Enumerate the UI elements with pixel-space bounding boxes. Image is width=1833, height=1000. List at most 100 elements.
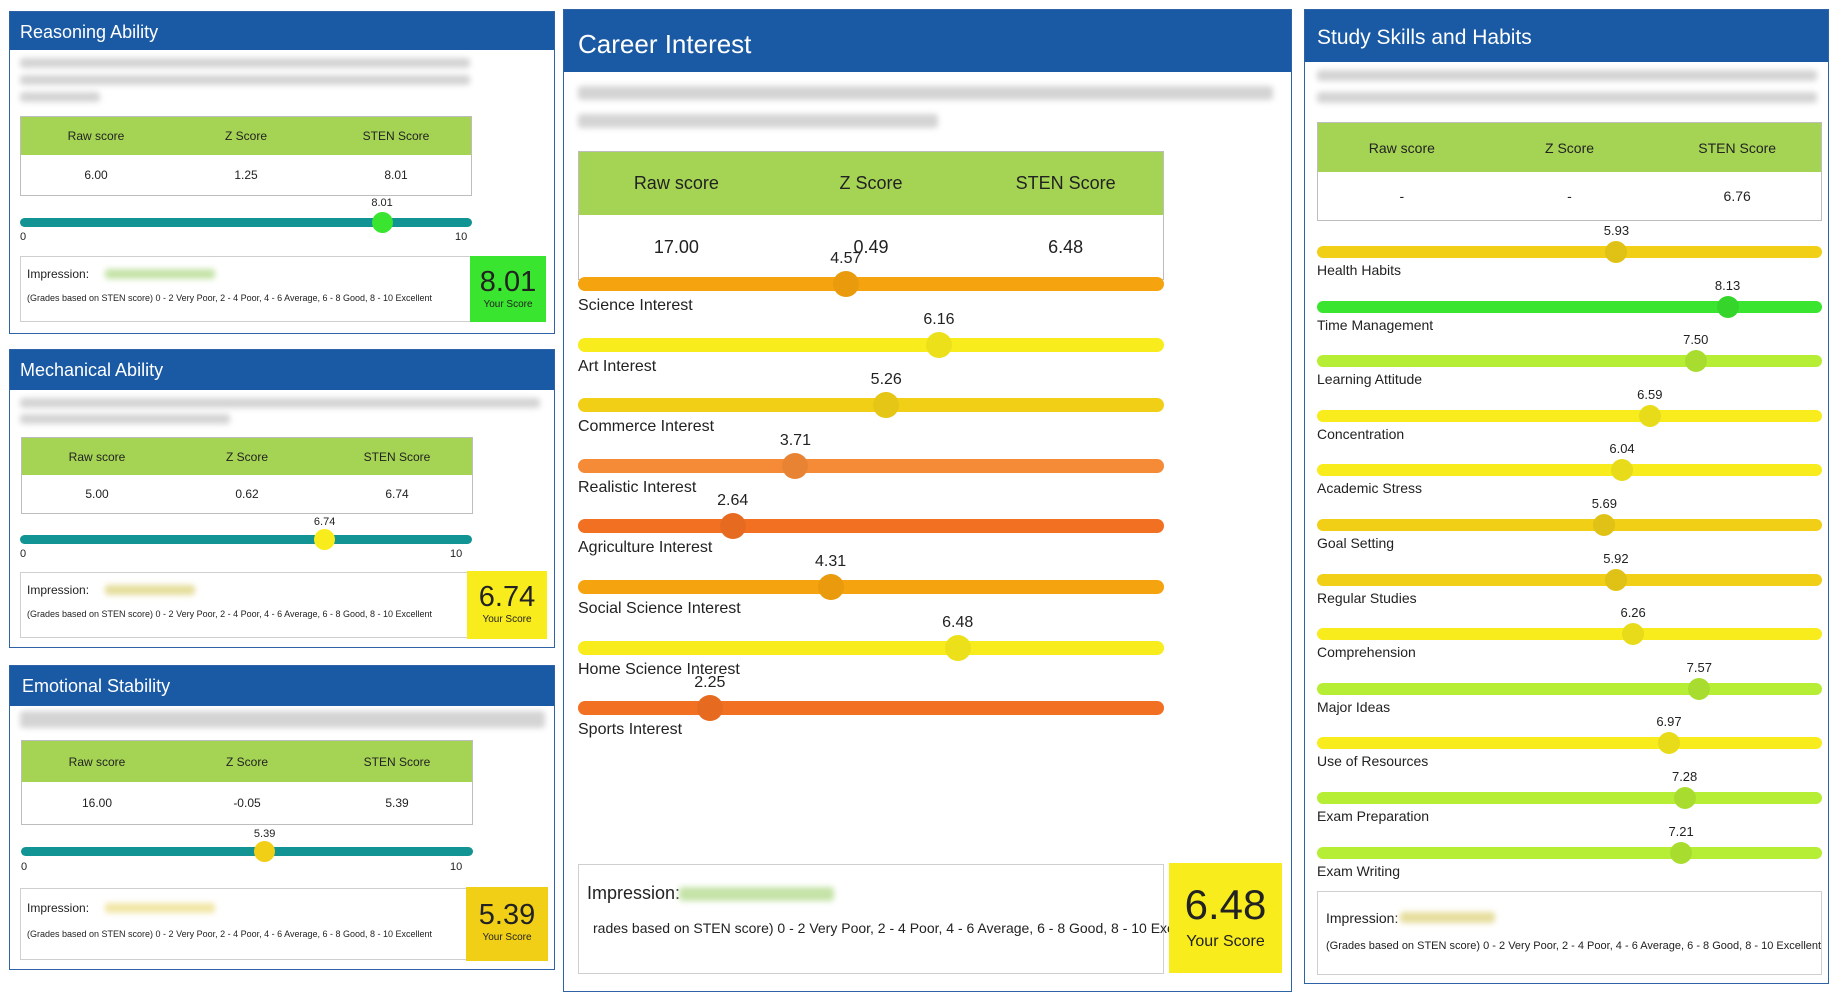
score-slider-track (20, 218, 472, 227)
panel-header: Career Interest (564, 10, 1291, 72)
impression-box: Impression: (Grades based on STEN score)… (1317, 891, 1822, 975)
sten-score-header: STEN Score (363, 449, 431, 464)
impression-box: Impression: (Grades based on STEN score)… (20, 572, 473, 638)
your-score-value: 6.48 (1184, 881, 1267, 928)
score-table: Raw score Z Score STEN Score 5.00 0.62 6… (21, 437, 473, 514)
z-score-value: - (1567, 188, 1572, 204)
slider-value-label: 7.57 (1686, 659, 1712, 675)
panel-header: Study Skills and Habits (1305, 10, 1828, 62)
your-score-box: 8.01 Your Score (470, 256, 546, 322)
impression-text (105, 903, 215, 913)
slider-value-label: 6.16 (923, 310, 955, 328)
impression-text (105, 269, 215, 279)
slider-value-label: 4.31 (814, 553, 847, 570)
slider-value-label: 7.28 (1671, 769, 1698, 784)
impression-text (1400, 912, 1495, 923)
raw-score-value: 16.00 (81, 796, 113, 810)
score-table: Raw score Z Score STEN Score 17.00 0.49 … (578, 151, 1164, 280)
slider-value-label: 3.71 (779, 431, 811, 449)
grades-text: rades based on STEN score) 0 - 2 Very Po… (593, 920, 1208, 936)
slider-value-label: 5.26 (870, 371, 902, 389)
sten-score-value: 6.48 (1048, 236, 1084, 257)
slider-value-label: 8.01 (371, 197, 393, 209)
interest-label: Social Science Interest (578, 600, 741, 617)
habit-label: Major Ideas (1317, 698, 1391, 715)
interest-slider-knob (782, 452, 809, 479)
description-text (20, 92, 100, 102)
interest-slider-knob (944, 634, 971, 661)
interest-slider-track (578, 337, 1164, 352)
slider-max-label: 10 (450, 548, 463, 560)
interest-label: Home Science Interest (578, 660, 740, 678)
z-score-header: Z Score (225, 754, 268, 769)
slider-value-label: 5.69 (1591, 496, 1617, 511)
panel-header: Mechanical Ability (10, 350, 554, 390)
sten-score-value: 6.74 (385, 487, 409, 501)
career-interest-panel: Career Interest Raw score Z Score STEN S… (563, 9, 1292, 992)
interest-slider-knob (832, 271, 859, 297)
impression-box: Impression: (Grades based on STEN score)… (20, 256, 472, 322)
habit-label: Goal Setting (1317, 535, 1395, 551)
habit-label: Concentration (1317, 425, 1405, 442)
impression-text (105, 585, 195, 595)
description-text (20, 414, 230, 424)
impression-label: Impression: (27, 901, 90, 915)
panel-header: Reasoning Ability (10, 12, 554, 50)
slider-value-label: 8.13 (1714, 277, 1741, 293)
panel-title: Reasoning Ability (20, 22, 159, 42)
score-slider-knob (254, 841, 276, 862)
raw-score-value: 17.00 (653, 236, 699, 257)
impression-label: Impression: (1326, 910, 1399, 926)
z-score-value: 1.25 (234, 168, 258, 182)
habit-slider-track (1317, 300, 1822, 313)
z-score-header: Z Score (224, 129, 267, 143)
habit-slider-knob (1605, 241, 1628, 263)
interest-slider-track (578, 277, 1164, 291)
habit-label: Regular Studies (1317, 589, 1417, 606)
habit-slider-knob (1638, 404, 1661, 427)
score-table-row: 17.00 0.49 6.48 (579, 215, 1163, 279)
z-score-value: 0.49 (853, 236, 889, 257)
interest-label: Art Interest (578, 357, 657, 375)
score-table-header: Raw score Z Score STEN Score (579, 152, 1163, 215)
habit-label: Comprehension (1317, 644, 1416, 661)
interest-slider-track (578, 398, 1164, 413)
sten-score-header: STEN Score (1015, 173, 1116, 193)
score-table: Raw score Z Score STEN Score 16.00 -0.05… (21, 740, 473, 825)
slider-value-label: 5.93 (1603, 223, 1630, 238)
your-score-caption: Your Score (482, 614, 532, 625)
interest-slider-knob (817, 574, 844, 600)
habit-slider-knob (1593, 514, 1616, 536)
habit-slider-knob (1688, 677, 1711, 700)
habit-slider-track (1317, 573, 1822, 586)
habit-slider-track (1317, 846, 1822, 859)
slider-value-label: 7.21 (1668, 823, 1694, 839)
panel-title: Emotional Stability (22, 676, 171, 696)
interest-label: Science Interest (578, 297, 693, 314)
score-table: Raw score Z Score STEN Score 6.00 1.25 8… (20, 116, 472, 196)
interest-label: Realistic Interest (578, 478, 697, 496)
slider-min-label: 0 (20, 548, 27, 560)
habit-label: Health Habits (1317, 262, 1402, 278)
grades-text: (Grades based on STEN score) 0 - 2 Very … (27, 929, 433, 939)
study-skills-panel: Study Skills and Habits Raw score Z Scor… (1304, 9, 1829, 984)
score-table-row: - - 6.76 (1318, 172, 1821, 220)
habit-label: Time Management (1317, 316, 1434, 333)
raw-score-header: Raw score (67, 129, 125, 143)
impression-text (679, 887, 834, 901)
habit-slider-knob (1684, 350, 1707, 373)
description-text (20, 398, 540, 408)
panel-title: Study Skills and Habits (1317, 26, 1532, 49)
habit-slider-track (1317, 737, 1822, 750)
habit-slider-track (1317, 355, 1822, 368)
habit-slider-knob (1622, 623, 1645, 646)
impression-label: Impression: (27, 583, 90, 597)
score-table-header: Raw score Z Score STEN Score (22, 438, 472, 475)
habit-label: Learning Attitude (1317, 371, 1423, 388)
slider-value-label: 6.26 (1620, 605, 1646, 621)
interest-slider-knob (696, 695, 723, 722)
description-text (20, 75, 470, 85)
your-score-caption: Your Score (1186, 933, 1265, 950)
panel-title: Career Interest (578, 29, 752, 59)
interest-label: Agriculture Interest (578, 539, 713, 557)
